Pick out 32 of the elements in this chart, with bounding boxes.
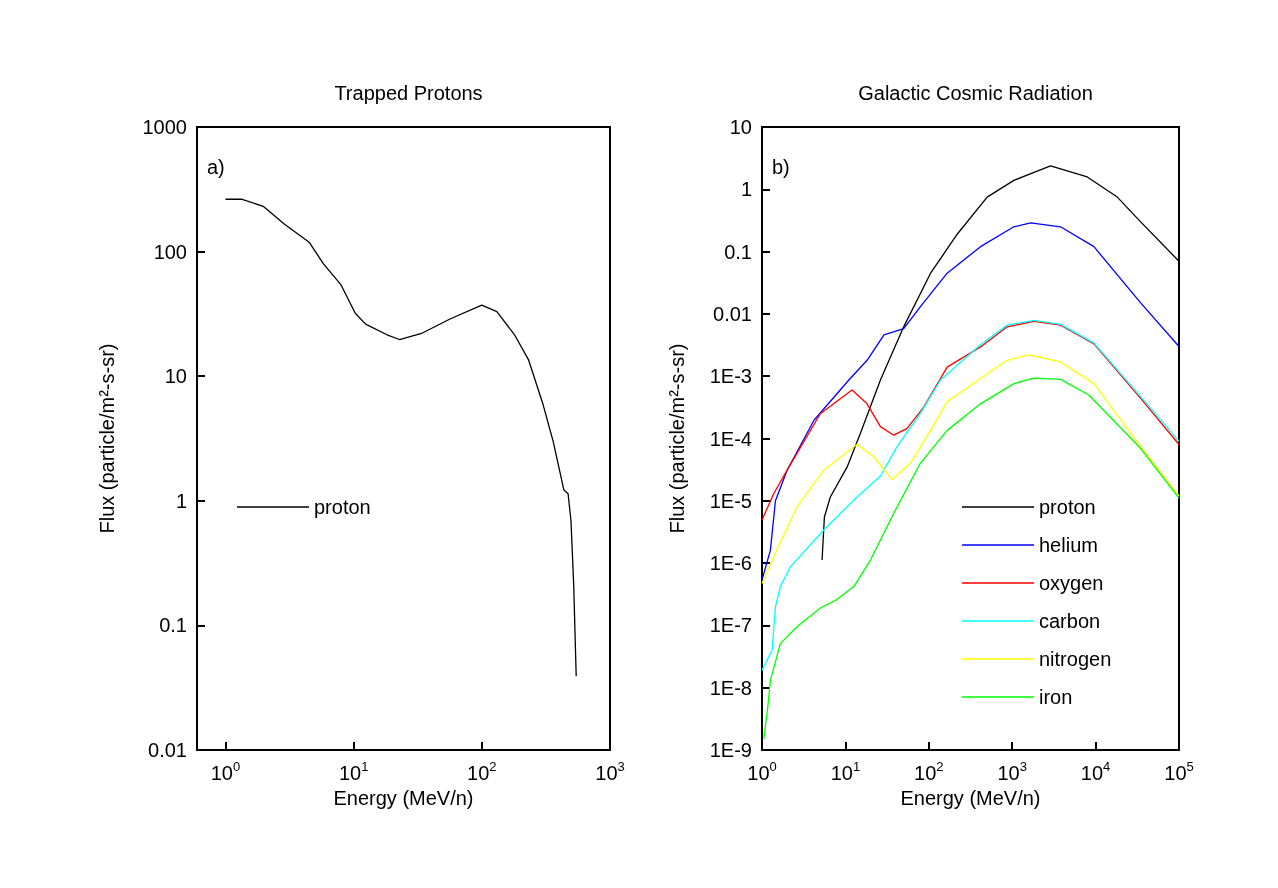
y-tick-label: 0.01	[713, 302, 752, 325]
y-tick-label: 10	[164, 365, 187, 388]
legend-label: nitrogen	[1039, 648, 1112, 670]
legend-label: carbon	[1039, 610, 1101, 632]
y-tick-label: 1E-9	[709, 739, 752, 761]
y-tick-label: 0.1	[159, 614, 187, 637]
annotation: a)	[207, 156, 225, 178]
y-tick-label: 1000	[142, 116, 187, 138]
chart-title: Galactic Cosmic Radiation	[858, 82, 1093, 104]
y-tick-label: 10	[729, 116, 752, 138]
y-tick-label: 1E-7	[709, 614, 752, 637]
x-axis-title: Energy (MeV/n)	[900, 787, 1041, 809]
y-tick-label: 0.01	[148, 739, 187, 761]
chart-title: Trapped Protons	[334, 82, 483, 104]
y-tick-label: 1E-5	[709, 489, 752, 512]
legend-label: proton	[1039, 496, 1096, 518]
legend-label: helium	[1039, 534, 1098, 556]
y-tick-label: 1E-4	[709, 427, 752, 450]
legend-label: iron	[1039, 686, 1073, 708]
y-axis-title: Flux (particle/m²-s-sr)	[666, 343, 688, 534]
legend-label: proton	[314, 496, 371, 518]
y-tick-label: 1E-8	[709, 676, 752, 699]
y-tick-label: 0.1	[724, 240, 752, 263]
x-axis-title: Energy (MeV/n)	[333, 787, 474, 809]
y-tick-label: 1	[175, 489, 187, 512]
y-tick-label: 100	[153, 240, 187, 263]
y-tick-label: 1E-6	[709, 552, 752, 575]
y-tick-label: 1	[740, 178, 752, 201]
legend-label: oxygen	[1039, 572, 1104, 594]
y-axis-title: Flux (particle/m²-s-sr)	[96, 343, 118, 534]
annotation: b)	[772, 156, 790, 178]
y-tick-label: 1E-3	[709, 365, 752, 388]
